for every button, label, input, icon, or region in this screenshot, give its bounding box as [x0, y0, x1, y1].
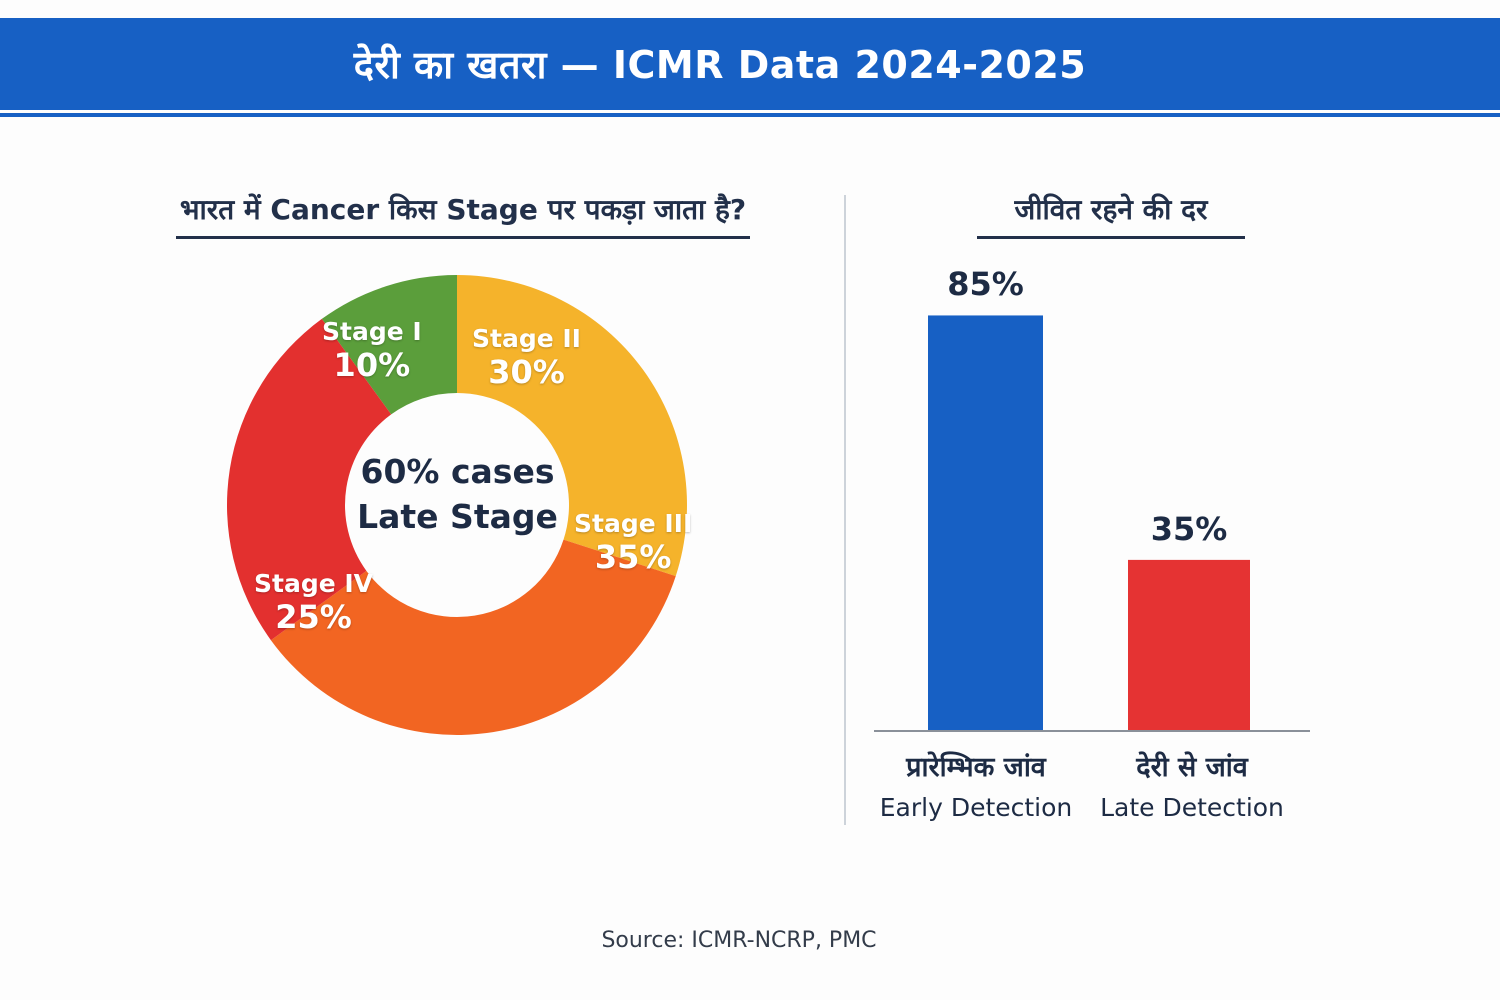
- donut-center-text: 60% cases Late Stage: [345, 450, 570, 539]
- bar-late-detection: [1128, 559, 1250, 731]
- header-divider: [0, 113, 1500, 117]
- donut-slice-stage-iv: [227, 318, 392, 641]
- donut-slice-stage-ii: [457, 275, 688, 577]
- source-note: Source: ICMR-NCRP, PMC: [601, 928, 877, 953]
- center-line-2: Late Stage: [357, 496, 558, 536]
- section-divider: [844, 195, 846, 825]
- donut-slice-stage-i: [321, 275, 457, 415]
- slice-label-stage-2: Stage II 30%: [472, 324, 581, 391]
- slice-label-stage-1: Stage I 10%: [322, 317, 422, 384]
- donut-chart-title: भारत में Cancer किस Stage पर पकड़ा जाता …: [176, 190, 750, 239]
- header-banner: देरी का खतरा — ICMR Data 2024-2025: [0, 18, 1500, 110]
- bar-value-label-early: 85%: [947, 265, 1024, 304]
- bar-early-detection: [928, 315, 1043, 731]
- bar-value-label-late: 35%: [1150, 509, 1228, 548]
- category-label-late: देरी से जांव Late Detection: [1100, 752, 1284, 822]
- category-label-early: प्रारेम्भिक जांव Early Detection: [879, 752, 1073, 822]
- center-line-1: 60% cases: [360, 452, 555, 491]
- page-title: देरी का खतरा — ICMR Data 2024-2025: [353, 43, 1087, 87]
- bar-chart-title: जीवित रहने की दर: [977, 190, 1245, 239]
- donut-slice-stage-iii: [270, 539, 676, 735]
- slice-label-stage-4: Stage IV 25%: [254, 569, 374, 636]
- slice-label-stage-3: Stage III 35%: [574, 509, 693, 576]
